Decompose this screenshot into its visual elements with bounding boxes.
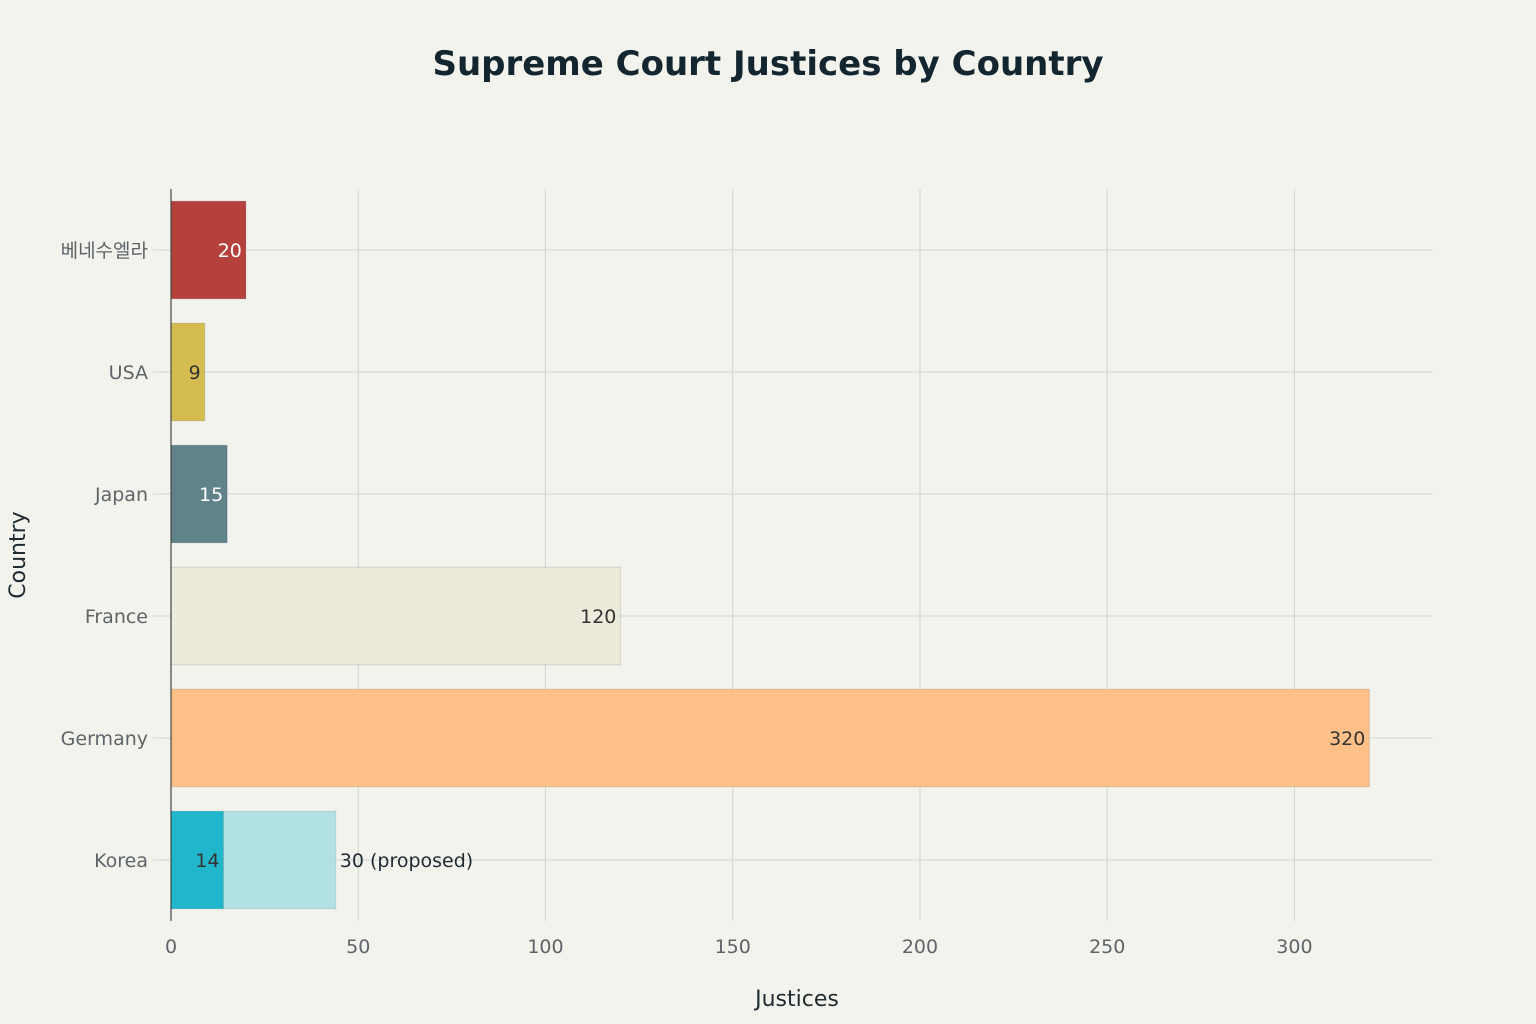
data-label: 20 <box>218 240 242 262</box>
y-tick-label: Germany <box>61 728 148 750</box>
x-tick-label: 150 <box>715 936 751 958</box>
bar <box>170 200 247 300</box>
data-label: 320 <box>1329 728 1365 750</box>
x-tick-label: 0 <box>165 936 177 958</box>
tick-layer: 0 50 100 150 200 250 300 베네수엘라 USA Japan France Ger… <box>61 240 1313 958</box>
grid-layer <box>153 189 1433 921</box>
x-axis-title: Justices <box>753 987 839 1012</box>
chart-title: Supreme Court Justices by Country <box>432 44 1103 84</box>
y-tick-label: France <box>85 606 148 628</box>
bar <box>170 566 621 666</box>
bar <box>170 688 1370 788</box>
bar <box>170 444 228 544</box>
x-tick-label: 300 <box>1276 936 1312 958</box>
y-tick-label: Korea <box>94 850 148 872</box>
bar-layer <box>170 200 1370 910</box>
data-label: 9 <box>189 362 201 384</box>
bar <box>170 322 206 422</box>
y-tick-label: Japan <box>94 484 148 506</box>
data-label: 120 <box>580 606 616 628</box>
proposed-bar <box>222 810 337 910</box>
data-label: 15 <box>199 484 223 506</box>
x-tick-label: 200 <box>902 936 938 958</box>
label-layer: 30 (proposed) 20 9 15 120 320 14 <box>189 240 1366 872</box>
proposed-data-label: 30 (proposed) <box>340 850 473 872</box>
y-tick-label: USA <box>109 362 148 384</box>
data-label: 14 <box>195 850 219 872</box>
y-tick-label: 베네수엘라 <box>61 240 148 262</box>
x-tick-label: 50 <box>346 936 370 958</box>
y-axis-title: Country <box>6 511 31 598</box>
x-tick-label: 100 <box>527 936 563 958</box>
x-tick-label: 250 <box>1089 936 1125 958</box>
bar <box>170 810 224 910</box>
